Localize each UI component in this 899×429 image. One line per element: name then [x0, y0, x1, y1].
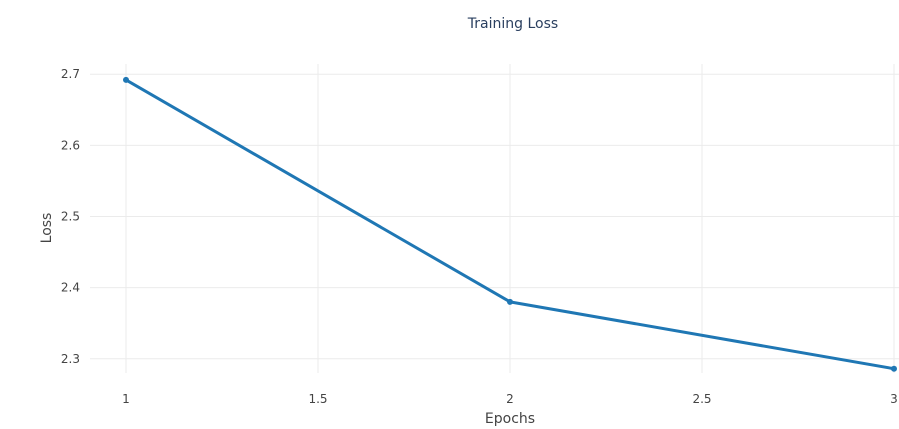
x-tick-label: 2 — [506, 392, 514, 406]
y-tick-label: 2.5 — [61, 210, 80, 224]
series-layer — [123, 76, 897, 372]
x-tick-label: 3 — [890, 392, 898, 406]
y-axis-title: Loss — [39, 213, 55, 244]
y-tick-label: 2.7 — [61, 67, 80, 81]
y-tick-label: 2.3 — [61, 352, 80, 366]
x-tick-label: 1 — [122, 392, 130, 406]
y-axis-ticks: 2.3 2.4 2.5 2.6 2.7 — [61, 67, 80, 366]
x-tick-label: 1.5 — [308, 392, 327, 406]
x-tick-label: 2.5 — [692, 392, 711, 406]
x-axis-ticks: 1 1.5 2 2.5 3 — [122, 392, 898, 406]
data-point[interactable] — [891, 365, 897, 372]
data-point[interactable] — [123, 76, 129, 83]
y-tick-label: 2.6 — [61, 138, 80, 152]
chart-title: Training Loss — [467, 16, 558, 32]
y-tick-label: 2.4 — [61, 281, 80, 295]
x-axis-title: Epochs — [485, 411, 535, 427]
grid — [90, 64, 899, 373]
data-point[interactable] — [507, 298, 513, 305]
